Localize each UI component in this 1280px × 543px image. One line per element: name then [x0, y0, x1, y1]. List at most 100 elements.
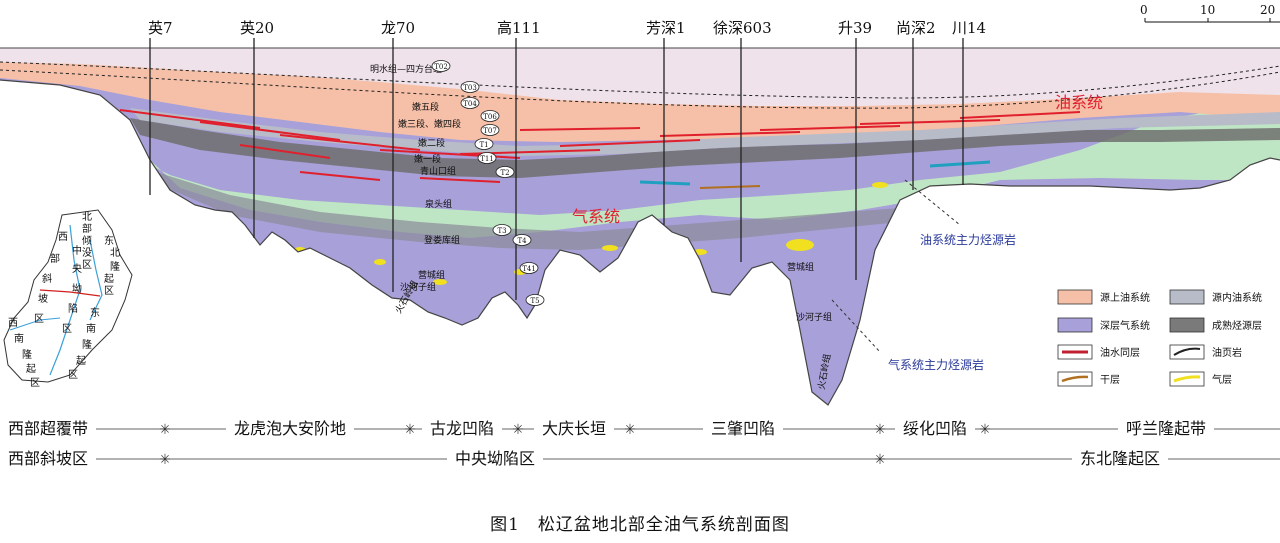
zone-label: 西部斜坡区 — [8, 449, 88, 468]
legend-item: 源内油系统 — [1169, 289, 1262, 305]
zone-label: 三肇凹陷 — [711, 419, 775, 438]
inset-char: 起 — [76, 355, 86, 367]
strata-line-1 — [0, 69, 1280, 109]
inset-char: 部 — [50, 252, 60, 265]
svg-text:✳: ✳ — [404, 422, 416, 438]
inset-char: 倾 — [82, 234, 92, 247]
svg-text:✳: ✳ — [159, 422, 171, 438]
legend-item: 气层 — [1169, 371, 1232, 387]
zone-label: 大庆长垣 — [542, 419, 606, 438]
inset-char: 北 — [82, 211, 92, 223]
wells-group: 英7 英20 龙70 高111 芳深1 徐深603 升39 尚深2 川14 — [148, 19, 986, 300]
zone-label: 东北隆起区 — [1080, 449, 1160, 468]
figure-caption: 图1 松辽盆地北部全油气系统剖面图 — [490, 515, 790, 535]
formation-label: 青山口组 — [420, 165, 456, 177]
inset-char: 隆 — [22, 348, 32, 361]
inset-char: 没 — [82, 247, 92, 259]
well-label: 高111 — [497, 19, 541, 37]
strata-code: T07 — [483, 127, 497, 135]
legend-label: 气层 — [1212, 373, 1232, 386]
svg-text:✳: ✳ — [512, 422, 524, 438]
svg-text:✳: ✳ — [159, 452, 171, 468]
inset-char: 区 — [68, 369, 78, 381]
inset-char: 东 — [104, 234, 114, 247]
deep-fm-yingcheng: 营城组 — [787, 261, 814, 273]
inner-oil-band — [130, 108, 1280, 156]
well-label: 徐深603 — [713, 19, 772, 37]
legend-label: 成熟烃源层 — [1212, 319, 1262, 332]
inset-char: 中 — [72, 244, 82, 257]
zones-row-2: ✳ ✳ 西部斜坡区 中央坳陷区 东北隆起区 — [0, 449, 1280, 469]
strata-marker — [477, 152, 497, 164]
inset-char: 南 — [86, 322, 96, 335]
strata-marker — [519, 262, 539, 274]
inset-char: 坳 — [72, 282, 82, 295]
oil-layers — [119, 109, 1081, 183]
scale-tick-20: 20 — [1260, 3, 1275, 17]
formation-label: 嫩三段、嫩四段 — [398, 118, 461, 130]
svg-text:✳: ✳ — [874, 422, 886, 438]
inset-char: 部 — [82, 222, 92, 235]
formation-label: 沙河子组 — [400, 281, 436, 293]
strata-marker — [480, 110, 500, 122]
strata-code: T4 — [517, 237, 527, 245]
legend-item: 源上油系统 — [1057, 289, 1150, 305]
inset-char: 东 — [90, 306, 100, 319]
strata-code: T2 — [500, 169, 509, 177]
strata-code: T1 — [479, 141, 488, 149]
section-base-outline — [0, 79, 1280, 406]
well-label: 川14 — [952, 19, 986, 37]
strata-marker — [492, 224, 512, 236]
strata-marker — [525, 294, 545, 306]
formation-label: 泉头组 — [425, 198, 452, 210]
strata-code: T5 — [530, 297, 539, 305]
strata-code: T41 — [522, 265, 536, 273]
zone-label: 绥化凹陷 — [903, 419, 967, 438]
zones-row-1: ✳ ✳ ✳ ✳ ✳ ✳ 西部超覆带 龙虎泡大安阶地 古龙凹陷 大庆长垣 三肇凹陷 绥化凹陷 呼兰隆起带 — [0, 419, 1280, 439]
aquifer-lens — [639, 180, 691, 186]
strata-marker — [460, 81, 480, 93]
inset-char: 斜 — [42, 272, 52, 285]
gas-system-label: 气系统 — [572, 207, 620, 226]
svg-text:✳: ✳ — [874, 452, 886, 468]
strata-marker — [512, 234, 532, 246]
svg-text:✳: ✳ — [979, 422, 991, 438]
legend-label: 源上油系统 — [1100, 291, 1150, 304]
formation-label: 明水组—四方台组 — [370, 63, 442, 75]
scale-tick-0: 0 — [1140, 3, 1148, 17]
well-label: 芳深1 — [646, 19, 686, 37]
well-label: 英7 — [148, 19, 173, 37]
zone-label: 西部超覆带 — [8, 419, 88, 438]
inset-char: 西 — [8, 318, 18, 329]
legend-item: 干层 — [1057, 371, 1120, 387]
svg-text:✳: ✳ — [624, 422, 636, 438]
zone-label: 古龙凹陷 — [430, 419, 494, 438]
strata-code: T11 — [480, 155, 494, 163]
strata-code-markers: T02 T03 T04 T06 T07 T1 T11 T2 T3 T4 T41 T5 — [431, 60, 545, 306]
strata-marker — [495, 166, 515, 178]
strata-code: T03 — [463, 84, 477, 92]
legend-item: 油页岩 — [1169, 344, 1242, 360]
oil-system-label: 油系统 — [1055, 93, 1103, 112]
legend-item: 成熟烃源层 — [1169, 317, 1262, 333]
well-label: 龙70 — [381, 19, 415, 37]
inset-char: 坡 — [38, 292, 48, 305]
strata-line-2 — [0, 61, 1280, 99]
scale-bar: 0 10 20 — [1140, 3, 1280, 23]
inset-char: 区 — [104, 285, 114, 297]
inset-char: 隆 — [110, 260, 120, 273]
strata-marker — [480, 124, 500, 136]
legend-label: 油水同层 — [1100, 346, 1140, 359]
legend-label: 深层气系统 — [1100, 319, 1150, 332]
dry-layer — [699, 185, 761, 189]
zone-label: 龙虎泡大安阶地 — [234, 419, 346, 438]
inset-char: 西 — [58, 232, 68, 243]
scale-tick-10: 10 — [1200, 3, 1215, 17]
inset-char: 区 — [62, 323, 72, 335]
inset-char: 央 — [72, 262, 82, 275]
formation-label: 嫩一段 — [414, 153, 441, 165]
well-label: 尚深2 — [896, 19, 936, 37]
